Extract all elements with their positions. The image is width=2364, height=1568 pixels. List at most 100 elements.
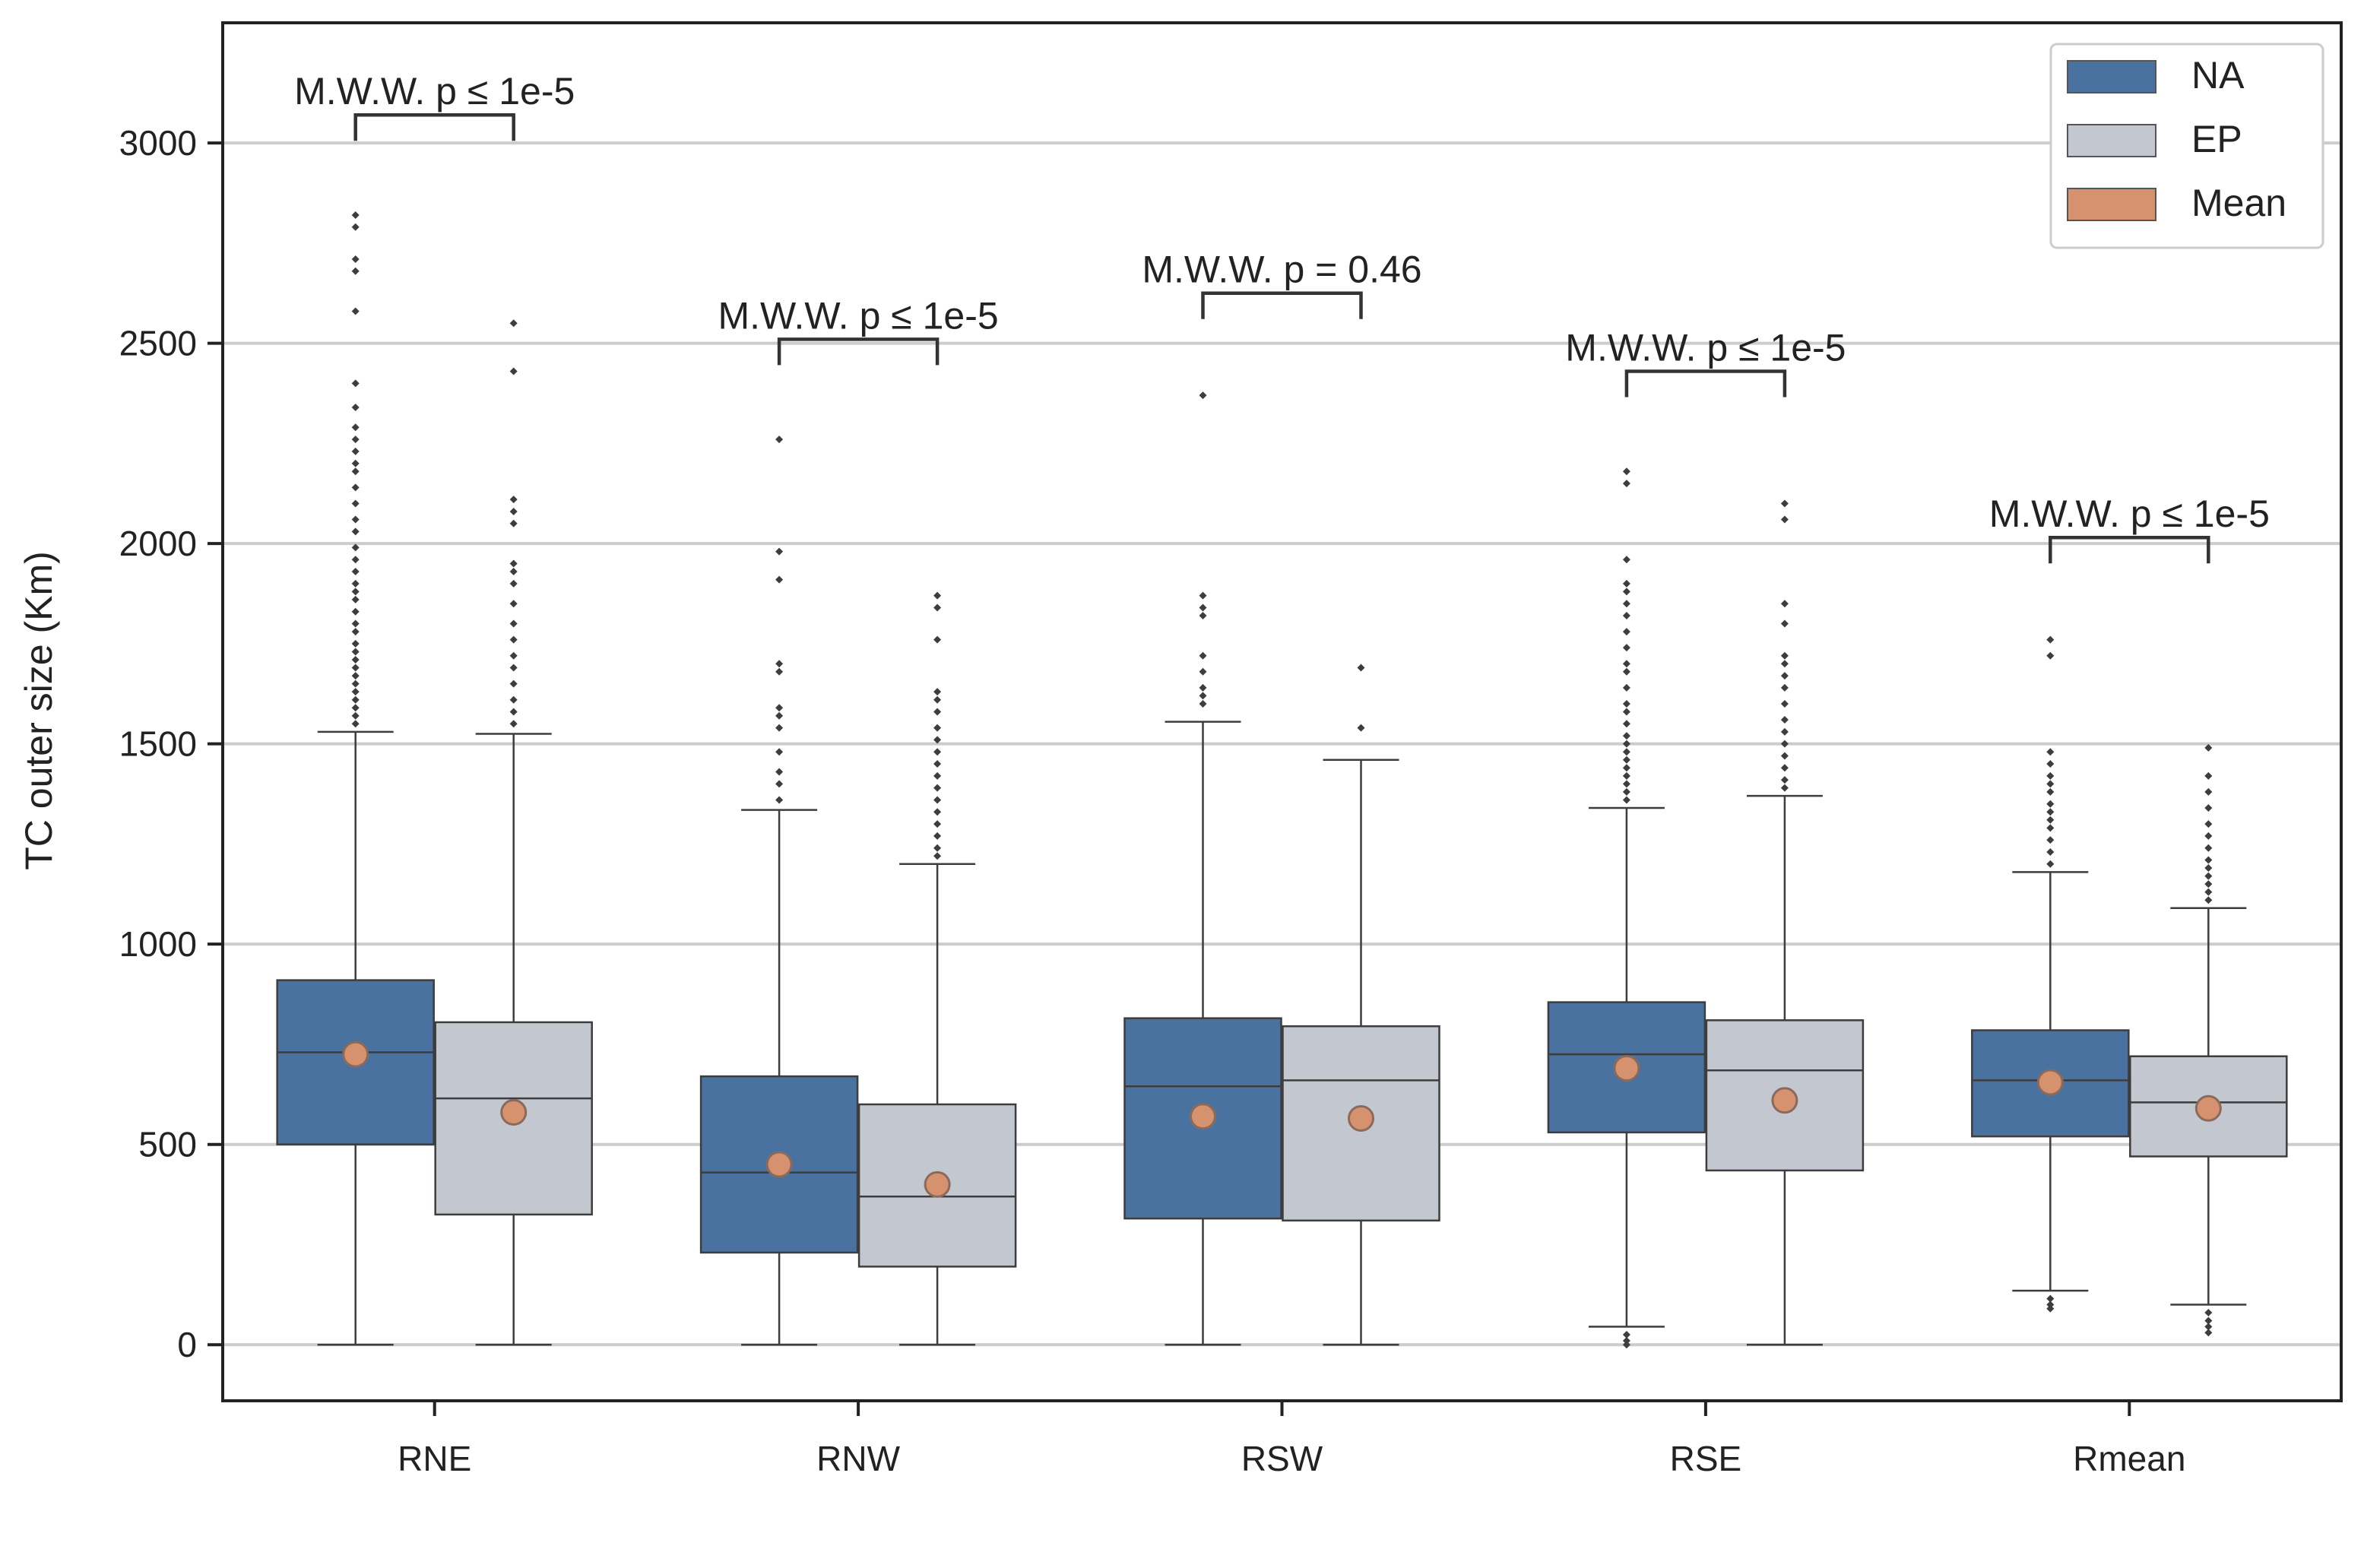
outlier-point bbox=[509, 708, 518, 716]
mean-marker bbox=[1348, 1104, 1374, 1132]
outlier-point bbox=[1622, 600, 1630, 608]
legend-swatch bbox=[2067, 124, 2156, 157]
outlier-point bbox=[509, 635, 518, 644]
outlier-point bbox=[1622, 556, 1630, 564]
outlier-point bbox=[509, 559, 518, 568]
outlier-point bbox=[351, 403, 360, 411]
y-tick-label: 2500 bbox=[119, 324, 197, 363]
outlier-point bbox=[775, 575, 784, 584]
outlier-point bbox=[1780, 752, 1789, 760]
box-group-NA-RSE bbox=[1547, 467, 1706, 1349]
outlier-point bbox=[1780, 499, 1789, 508]
outlier-point bbox=[2204, 1323, 2213, 1331]
outlier-point bbox=[1780, 716, 1789, 724]
x-tick-label: RNE bbox=[398, 1439, 471, 1478]
outlier-point bbox=[1780, 600, 1789, 608]
outlier-point bbox=[1622, 732, 1630, 740]
outlier-point bbox=[351, 267, 360, 275]
outlier-point bbox=[2046, 808, 2055, 816]
significance-bracket bbox=[2049, 535, 2210, 564]
outlier-point bbox=[351, 515, 360, 524]
outlier-point bbox=[509, 507, 518, 515]
outlier-point bbox=[351, 711, 360, 720]
outlier-point bbox=[1622, 644, 1630, 652]
outlier-point bbox=[351, 467, 360, 476]
outlier-point bbox=[2204, 1309, 2213, 1317]
box-group-EP-RNW bbox=[857, 591, 1017, 1346]
outlier-point bbox=[351, 688, 360, 696]
outlier-point bbox=[2046, 1304, 2055, 1313]
outlier-point bbox=[775, 436, 784, 444]
mean-marker bbox=[2036, 1069, 2064, 1096]
outlier-point bbox=[2204, 888, 2213, 896]
mean-marker bbox=[1613, 1055, 1640, 1082]
outlier-point bbox=[2204, 872, 2213, 880]
outlier-point bbox=[1780, 784, 1789, 792]
outlier-point bbox=[2046, 748, 2055, 756]
outlier-point bbox=[351, 459, 360, 467]
outlier-point bbox=[933, 603, 942, 612]
outlier-point bbox=[1199, 683, 1207, 692]
outlier-point bbox=[775, 711, 784, 720]
outlier-point bbox=[351, 720, 360, 728]
outlier-point bbox=[1622, 612, 1630, 620]
outlier-point bbox=[933, 820, 942, 828]
box-group-EP-RSE bbox=[1705, 499, 1865, 1346]
legend-label: Mean bbox=[2191, 182, 2286, 224]
outlier-point bbox=[2046, 780, 2055, 788]
axes: 0 500 1000 1500 2000 2500 3000 RNE RNW RSW RSE Rmea… bbox=[119, 21, 2343, 1478]
outlier-point bbox=[1622, 708, 1630, 716]
mean-marker bbox=[500, 1099, 528, 1126]
outlier-point bbox=[351, 619, 360, 628]
y-tick-label: 3000 bbox=[119, 123, 197, 163]
outlier-point bbox=[2204, 771, 2213, 780]
outlier-point bbox=[1622, 579, 1630, 588]
outlier-point bbox=[351, 655, 360, 664]
x-tick-label: RSW bbox=[1241, 1439, 1323, 1478]
mean-marker bbox=[765, 1151, 793, 1178]
outlier-point bbox=[1622, 771, 1630, 780]
outlier-point bbox=[1780, 672, 1789, 680]
outlier-point bbox=[2046, 787, 2055, 796]
outlier-point bbox=[933, 724, 942, 732]
outlier-point bbox=[351, 379, 360, 388]
x-tick-label: RNW bbox=[816, 1439, 900, 1478]
y-tick-label: 1000 bbox=[119, 924, 197, 964]
outlier-point bbox=[509, 319, 518, 328]
outlier-point bbox=[2046, 800, 2055, 808]
outlier-point bbox=[933, 796, 942, 804]
outlier-point bbox=[1199, 391, 1207, 400]
outlier-point bbox=[351, 223, 360, 231]
significance-annotations: M.W.W. p ≤ 1e-5 M.W.W. p ≤ 1e-5 M.W.W. p =… bbox=[294, 70, 2270, 564]
outlier-point bbox=[775, 667, 784, 676]
outlier-point bbox=[933, 748, 942, 756]
outlier-point bbox=[933, 784, 942, 792]
outlier-point bbox=[2204, 803, 2213, 812]
outlier-point bbox=[351, 672, 360, 680]
outlier-point bbox=[351, 595, 360, 603]
outlier-point bbox=[1622, 780, 1630, 788]
outlier-point bbox=[509, 496, 518, 504]
significance-bracket bbox=[777, 337, 940, 366]
outlier-point bbox=[351, 579, 360, 588]
outlier-point bbox=[775, 547, 784, 556]
annotation-RSW: M.W.W. p = 0.46 bbox=[1142, 249, 1422, 319]
outlier-point bbox=[509, 579, 518, 588]
outlier-point bbox=[1780, 619, 1789, 628]
outlier-point bbox=[509, 720, 518, 728]
outlier-point bbox=[2204, 820, 2213, 828]
outlier-point bbox=[1780, 699, 1789, 708]
outlier-point bbox=[1780, 651, 1789, 660]
outlier-point bbox=[2046, 816, 2055, 824]
significance-label: M.W.W. p ≤ 1e-5 bbox=[1989, 493, 2270, 535]
mean-marker bbox=[1771, 1087, 1798, 1114]
y-tick-label: 0 bbox=[177, 1325, 197, 1364]
outlier-point bbox=[1622, 755, 1630, 764]
outlier-point bbox=[1622, 699, 1630, 708]
y-axis-title: TC outer size (Km) bbox=[17, 551, 60, 870]
significance-bracket bbox=[1624, 369, 1787, 398]
outlier-point bbox=[2204, 1316, 2213, 1325]
mean-marker bbox=[924, 1170, 951, 1198]
outlier-point bbox=[1199, 651, 1207, 660]
outlier-point bbox=[351, 704, 360, 712]
